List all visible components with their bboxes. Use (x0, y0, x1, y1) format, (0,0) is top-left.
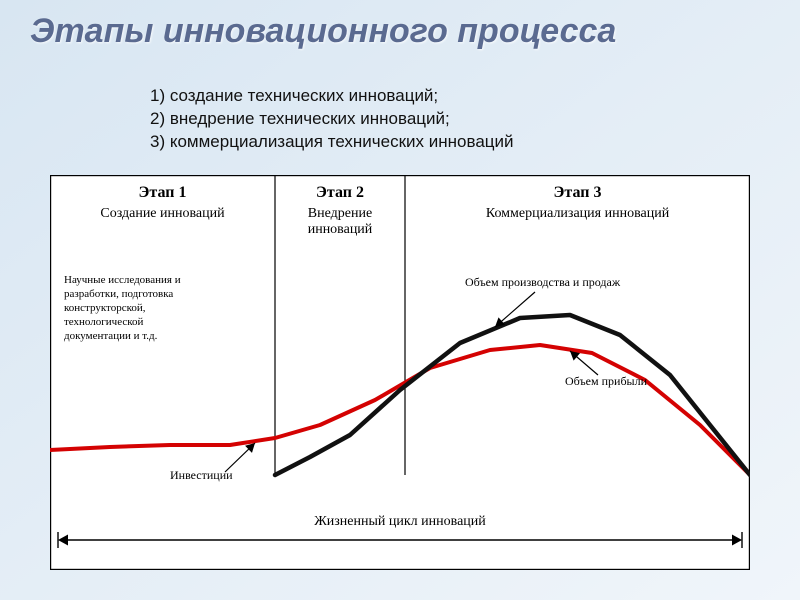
stage-1-note: документации и т.д. (64, 330, 158, 342)
slide: Этапы инновационного процесса 1) создани… (0, 0, 800, 600)
stage-subtitle: Создание инноваций (100, 206, 225, 221)
lifecycle-label: Жизненный цикл инноваций (314, 514, 486, 529)
subtitle-list: 1) создание технических инноваций; 2) вн… (150, 85, 514, 154)
subtitle-line: 2) внедрение технических инноваций; (150, 108, 514, 131)
innovation-stages-chart: Этап 1 Создание инноваций Этап 2 Внедрениеи… (50, 175, 750, 570)
stage-title: Этап 3 (554, 184, 602, 201)
stage-1-note: разработки, подготовка (64, 288, 173, 300)
subtitle-line: 3) коммерциализация технических инноваци… (150, 131, 514, 154)
production-annotation-label: Объем производства и продаж (465, 275, 621, 289)
stage-1-note: конструкторской, (64, 302, 146, 314)
stage-title: Этап 1 (139, 184, 187, 201)
subtitle-line: 1) создание технических инноваций; (150, 85, 514, 108)
stage-title: Этап 2 (316, 184, 364, 201)
stage-subtitle: Коммерциализация инноваций (486, 206, 670, 221)
stage-1-note: Научные исследования и (64, 274, 181, 286)
stage-subtitle: инноваций (308, 222, 373, 237)
profit-annotation-label: Объем прибыли (565, 374, 648, 388)
stage-subtitle: Внедрение (308, 206, 372, 221)
stage-1-note: технологической (64, 316, 144, 328)
investment-annotation-label: Инвестиции (170, 468, 233, 482)
chart-container: Этап 1 Создание инноваций Этап 2 Внедрениеи… (50, 175, 750, 570)
page-title: Этапы инновационного процесса (30, 12, 616, 51)
